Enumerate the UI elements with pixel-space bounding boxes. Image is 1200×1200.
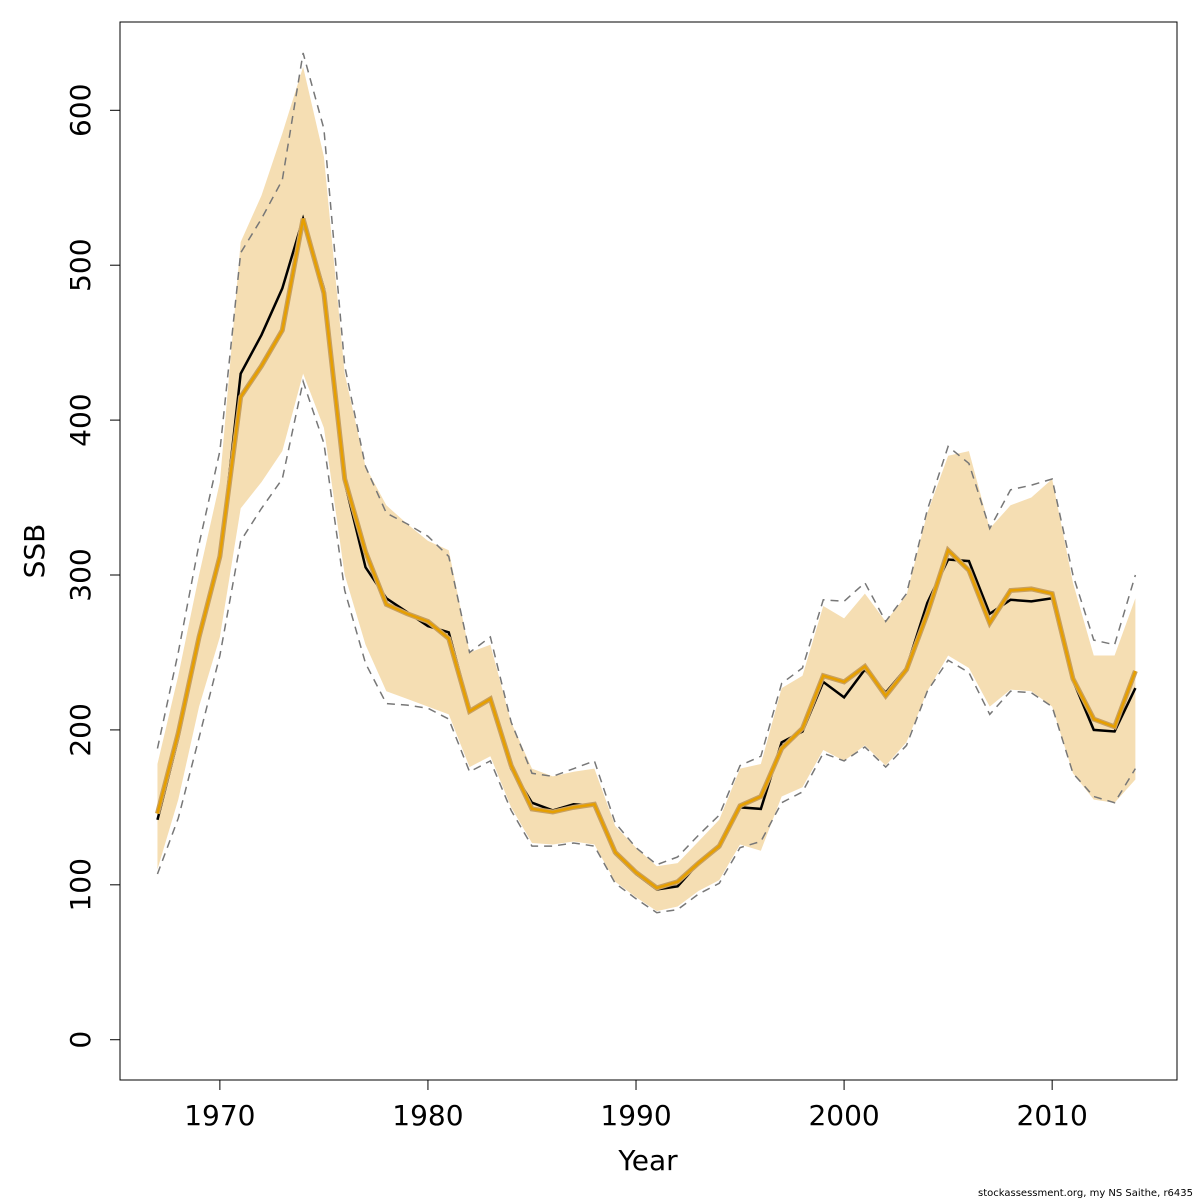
y-tick-label: 600 xyxy=(64,84,97,137)
footnote: stockassessment.org, my NS Saithe, r6435 xyxy=(978,1188,1193,1199)
x-tick-label: 1980 xyxy=(392,1099,463,1132)
series-line xyxy=(156,218,1137,890)
x-axis-label: Year xyxy=(617,1144,678,1177)
bound-line xyxy=(156,52,1137,866)
confidence-band xyxy=(157,66,1136,912)
x-tick-label: 1990 xyxy=(600,1099,671,1132)
bound-line xyxy=(156,378,1137,914)
y-tick-label: 100 xyxy=(64,858,97,911)
y-tick-label: 400 xyxy=(64,393,97,446)
y-tick-label: 500 xyxy=(64,238,97,291)
y-tick-label: 200 xyxy=(64,703,97,756)
y-tick-label: 0 xyxy=(64,1031,97,1049)
x-tick-label: 2010 xyxy=(1017,1099,1088,1132)
x-tick-label: 2000 xyxy=(808,1099,879,1132)
x-tick-label: 1970 xyxy=(184,1099,255,1132)
y-axis-label: SSB xyxy=(18,524,51,579)
y-tick-label: 300 xyxy=(64,548,97,601)
